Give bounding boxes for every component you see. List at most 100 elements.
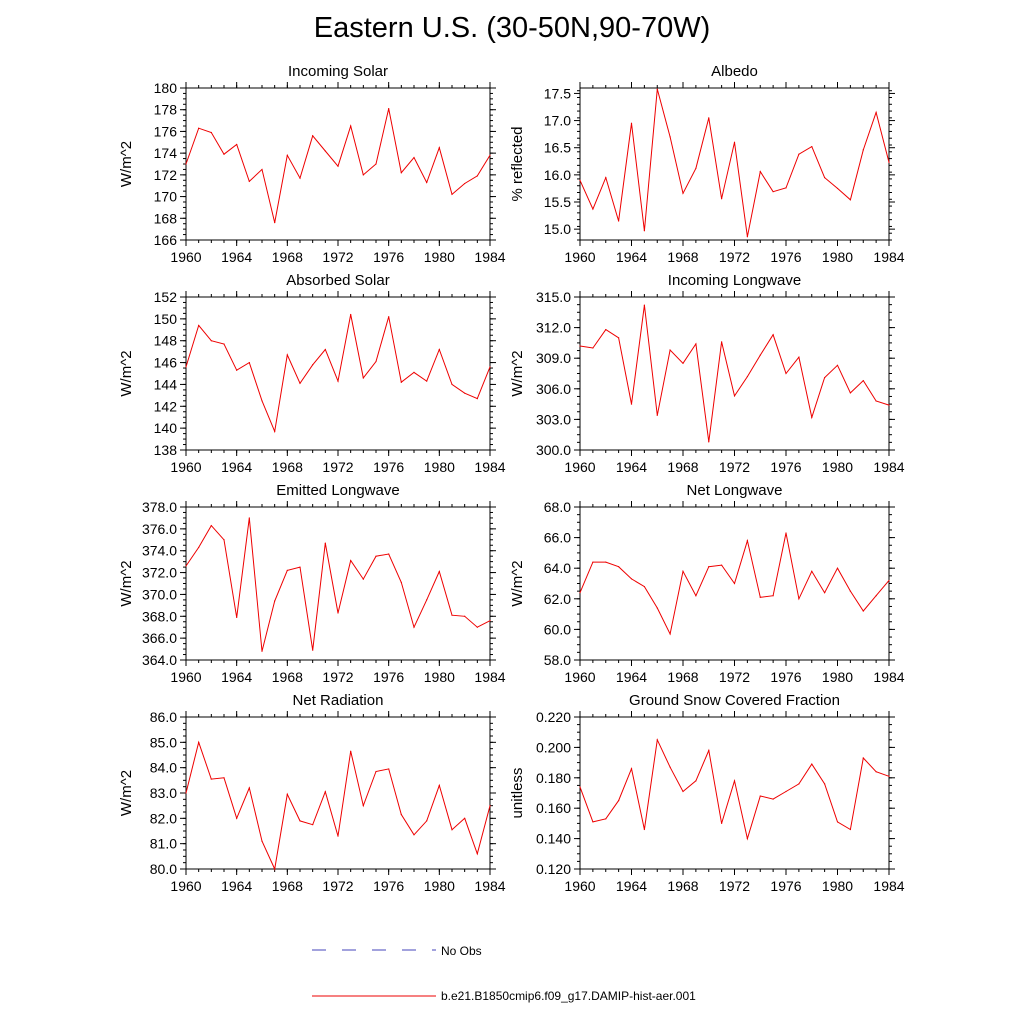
data-point [862,757,864,759]
data-point [312,135,314,137]
data-point [888,161,890,163]
data-point [592,821,594,823]
data-point [236,817,238,819]
data-point [605,818,607,820]
data-point [261,168,263,171]
data-point [451,193,453,195]
data-point [223,343,225,345]
data-point [438,348,440,351]
data-point [682,362,684,364]
data-point [669,766,671,768]
data-point [350,313,352,316]
data-point [721,564,723,566]
x-tick-label: 1980 [822,249,853,265]
legend-model-label: b.e21.B1850cmip6.f09_g17.DAMIP-hist-aer.… [441,989,696,1003]
data-point [811,763,813,765]
y-tick-label: 370.0 [142,586,177,602]
data-point [223,153,225,155]
y-tick-label: 86.0 [150,709,177,725]
data-point [489,620,491,622]
data-point [824,176,826,179]
plot-frame [185,716,491,870]
y-tick-label: 0.200 [536,739,571,755]
data-point [592,347,594,349]
x-tick-label: 1980 [822,669,853,685]
plot-frame [579,296,890,451]
data-point [185,163,187,165]
data-point [849,590,851,592]
data-point [464,817,466,819]
data-point [236,143,238,146]
y-tick-label: 80.0 [150,861,177,877]
data-point [695,167,697,169]
x-tick-label: 1976 [373,669,404,685]
data-point [772,334,774,336]
data-point [248,361,250,364]
y-tick-label: 374.0 [142,543,177,559]
data-point [476,626,478,628]
data-point [426,380,428,382]
data-point [261,400,263,402]
y-tick-label: 146 [154,355,178,371]
chart-panel-6: 58.0 60.0 62.0 64.0 66.0 68.0 1960 1964 1968 1972… [509,482,905,685]
x-tick-label: 1972 [719,459,750,475]
series-line [185,314,491,434]
x-tick-label: 1968 [667,878,698,894]
x-tick-label: 1976 [373,249,404,265]
plot-frame [579,716,890,870]
x-tick-label: 1968 [667,459,698,475]
data-point [464,615,466,617]
x-tick-label: 1984 [873,459,904,475]
x-tick-label: 1964 [616,459,647,475]
data-point [400,581,402,584]
data-point [733,582,736,585]
y-tick-label: 17.0 [544,113,571,129]
panel-title: Net Radiation [293,692,384,709]
data-point [630,403,633,405]
y-tick-label: 368.0 [142,608,177,624]
data-point [811,570,813,572]
data-point [888,579,890,582]
y-tick-label: 306.0 [536,381,571,397]
x-tick-label: 1984 [474,249,505,265]
y-tick-label: 16.5 [544,140,571,156]
data-point [274,222,276,224]
x-tick-label: 1976 [770,459,801,475]
data-point [375,163,377,165]
data-point [350,750,352,752]
x-tick-label: 1984 [474,878,505,894]
y-axis-label: % reflected [509,126,526,201]
y-axis-label: W/m^2 [509,350,526,396]
data-point [798,783,800,785]
data-point [299,566,301,568]
data-point [656,607,658,609]
y-tick-label: 64.0 [544,560,571,576]
data-point [721,198,723,200]
data-point [413,834,415,836]
data-point [618,220,620,222]
y-axis-label: W/m^2 [118,560,135,606]
y-tick-label: 68.0 [544,499,571,515]
x-tick-label: 1960 [170,249,201,265]
x-tick-label: 1972 [719,249,750,265]
plot-frame [185,296,491,451]
data-point [630,122,633,124]
data-point [798,356,800,358]
y-tick-label: 0.140 [536,831,571,847]
chart-panel-2: 15.0 15.5 16.0 16.5 17.0 17.5 1960 1964 1968 1972… [509,63,905,265]
data-point [451,614,453,616]
data-point [708,117,710,119]
data-point [489,805,491,807]
chart-panel-4: 300.0 303.0 306.0 309.0 312.0 315.0 1960 1964 19… [509,272,905,475]
data-point [413,371,415,374]
y-tick-label: 178 [154,102,178,118]
x-tick-label: 1980 [822,459,853,475]
data-point [248,517,250,519]
data-point [362,174,364,176]
data-point [785,790,787,793]
y-tick-label: 376.0 [142,521,177,537]
data-point [605,176,607,179]
data-point [337,835,339,837]
data-point [836,187,839,190]
x-tick-label: 1960 [170,878,201,894]
